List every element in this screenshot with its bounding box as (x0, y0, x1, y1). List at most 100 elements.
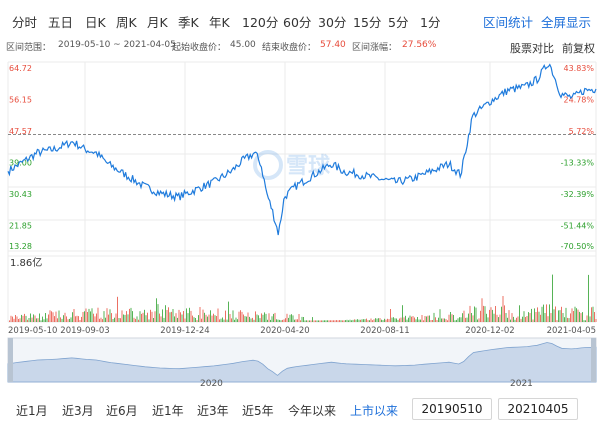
volume-bar (490, 307, 492, 322)
volume-bar (525, 317, 526, 322)
volume-bar (171, 311, 172, 322)
left-axis-labels: 64.72 56.15 47.57 39.00 30.43 21.85 13.28 (9, 64, 32, 251)
xueqiu-watermark: 雪球 (253, 150, 331, 180)
tab-5min[interactable]: 5分 (388, 15, 409, 30)
tab-five-day[interactable]: 五日 (48, 15, 74, 30)
volume-bar (63, 315, 64, 322)
volume-bar (76, 315, 78, 322)
range-navigator[interactable]: 2020 2021 (7, 337, 597, 389)
range-3m[interactable]: 近3月 (62, 404, 94, 418)
volume-bar (577, 309, 579, 322)
volume-bar (45, 313, 46, 322)
volume-bar (324, 320, 325, 322)
volume-bar (66, 316, 67, 322)
volume-bar (396, 318, 397, 322)
range-6m[interactable]: 近6月 (106, 404, 138, 418)
tab-1min[interactable]: 1分 (420, 15, 441, 30)
volume-bar (517, 316, 519, 322)
volume-bar (319, 320, 321, 322)
volume-bar (256, 314, 258, 322)
adjust-selector[interactable]: 前复权 (562, 42, 595, 55)
navigator-left-handle[interactable] (8, 338, 13, 382)
volume-bar (123, 314, 124, 322)
tab-quarter-k[interactable]: 季K (178, 15, 199, 30)
volume-bar (229, 314, 231, 322)
tab-day-k[interactable]: 日K (85, 15, 106, 30)
x-axis-labels: 2019-05-10 2019-09-03 2019-12-24 2020-04-20… (8, 326, 596, 336)
tab-15min[interactable]: 15分 (353, 15, 382, 30)
range-5y[interactable]: 近5年 (242, 404, 274, 418)
volume-bar (82, 312, 84, 322)
left-axis-label: 56.15 (9, 95, 32, 104)
volume-bar (367, 320, 369, 322)
tab-week-k[interactable]: 周K (116, 15, 137, 30)
volume-bar (466, 317, 468, 322)
range-ytd[interactable]: 今年以来 (288, 404, 337, 418)
volume-bar (208, 314, 210, 322)
volume-bar (454, 320, 456, 322)
volume-bar (133, 317, 135, 322)
volume-bar (151, 311, 153, 322)
volume-bar (498, 317, 499, 322)
volume-bar (424, 316, 426, 322)
volume-bar (321, 320, 322, 322)
volume-bar (9, 320, 10, 322)
volume-bar (357, 319, 358, 322)
navigator-area (7, 342, 597, 383)
volume-bar (111, 313, 112, 322)
volume-bar (535, 312, 537, 322)
volume-bar (480, 310, 481, 322)
range-since-listing[interactable]: 上市以来 (350, 404, 399, 418)
tab-year-k[interactable]: 年K (209, 15, 230, 30)
start-date-input[interactable]: 20190510 (412, 398, 492, 420)
volume-bar (42, 316, 43, 322)
volume-bar (513, 316, 514, 322)
change-value: 27.56% (402, 40, 437, 50)
range-3y[interactable]: 近3年 (197, 404, 229, 418)
volume-bar (585, 320, 586, 322)
volume-bar (153, 318, 154, 322)
tab-120min[interactable]: 120分 (242, 15, 279, 30)
volume-bar (372, 320, 373, 322)
fullscreen-link[interactable]: 全屏显示 (541, 15, 592, 30)
volume-bar (184, 318, 186, 322)
tab-30min[interactable]: 30分 (318, 15, 347, 30)
range-1y[interactable]: 近1年 (152, 404, 184, 418)
volume-bar (366, 318, 367, 322)
end-date-input[interactable]: 20210405 (498, 398, 578, 420)
range-stats-link[interactable]: 区间统计 (483, 15, 534, 30)
volume-bar (420, 319, 421, 322)
volume-bar (588, 274, 589, 322)
volume-bar (553, 309, 555, 322)
stock-compare-link[interactable]: 股票对比 (510, 42, 554, 55)
tab-60min[interactable]: 60分 (283, 15, 312, 30)
volume-bar (216, 316, 217, 322)
volume-bar (288, 317, 289, 322)
volume-bar (262, 314, 264, 322)
range-1m[interactable]: 近1月 (16, 404, 48, 418)
navigator-right-handle[interactable] (591, 338, 596, 382)
volume-bar (472, 315, 474, 322)
volume-bar (49, 310, 51, 322)
volume-bar (121, 310, 123, 322)
volume-bar (573, 311, 574, 322)
volume-bar (21, 314, 22, 322)
volume-bar (576, 308, 577, 322)
tab-fenshi[interactable]: 分时 (12, 15, 38, 30)
volume-bar (532, 319, 534, 322)
volume-bar (94, 316, 96, 322)
snowball-logo-icon (253, 150, 283, 180)
volume-bar (484, 306, 486, 322)
volume-bar (174, 316, 175, 322)
volume-bar (10, 315, 12, 322)
volume-bar (541, 306, 543, 322)
volume-bar (85, 308, 87, 322)
volume-bar (109, 309, 111, 322)
tab-month-k[interactable]: 月K (147, 15, 168, 30)
start-close-label: 起始收盘价： (172, 43, 227, 53)
volume-bar (414, 317, 415, 322)
volume-bar (228, 301, 229, 322)
volume-bar (499, 314, 501, 322)
volume-bar (385, 319, 387, 322)
volume-bar (562, 313, 564, 322)
